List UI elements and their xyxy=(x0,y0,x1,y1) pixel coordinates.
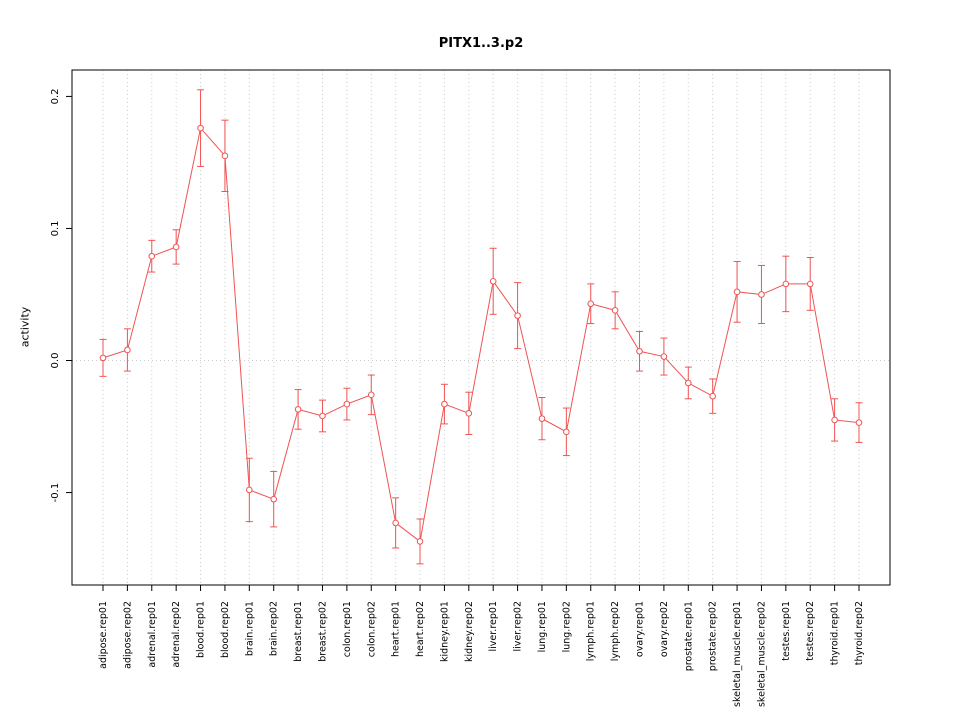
data-point xyxy=(416,538,424,545)
x-tick-label: liver.rep02 xyxy=(513,601,524,651)
x-tick-label: blood.rep02 xyxy=(220,601,231,658)
x-tick-label: breast.rep02 xyxy=(317,601,328,662)
data-point xyxy=(172,243,180,251)
plot-border xyxy=(71,69,891,586)
data-point xyxy=(441,400,448,408)
x-tick-label: adipose.rep02 xyxy=(122,601,133,669)
x-tick-label: lymph.rep01 xyxy=(586,601,597,661)
x-tick-label: ovary.rep02 xyxy=(659,601,670,657)
x-tick-label: colon.rep01 xyxy=(342,601,353,657)
data-point xyxy=(246,486,253,494)
axes: -0.1 0.0 0.1 0.2 adipose.rep01 adipose.rep02 a… xyxy=(50,88,865,707)
x-tick-label: kidney.rep02 xyxy=(464,601,475,662)
y-tick-label: 0.2 xyxy=(50,88,61,104)
x-tick-label: thyroid.rep01 xyxy=(830,601,841,665)
x-tick-label: colon.rep02 xyxy=(366,601,377,657)
x-tick-label: thyroid.rep02 xyxy=(854,601,865,665)
x-tick-label: prostate.rep01 xyxy=(683,601,694,671)
data-point xyxy=(489,277,497,285)
y-tick-label: 0.0 xyxy=(50,353,61,369)
data-point xyxy=(806,280,814,288)
data-point xyxy=(124,346,131,354)
data-point xyxy=(197,124,204,132)
data-point xyxy=(733,288,741,296)
y-tick-label: -0.1 xyxy=(50,483,61,503)
data-point xyxy=(392,519,399,527)
data-point xyxy=(367,391,375,399)
x-tick-label: adrenal.rep02 xyxy=(171,601,182,668)
x-tick-label: lung.rep01 xyxy=(537,601,548,652)
x-tick-label: skeletal_muscle.rep02 xyxy=(756,601,767,707)
x-tick-label: brain.rep01 xyxy=(244,601,255,656)
data-point xyxy=(465,410,473,417)
x-tick-label: adipose.rep01 xyxy=(98,601,109,669)
x-tick-label: prostate.rep02 xyxy=(708,601,719,671)
y-tick-label: 0.1 xyxy=(50,221,61,237)
data-point xyxy=(294,406,302,413)
error-bars xyxy=(99,89,863,565)
data-points xyxy=(99,124,863,545)
x-tick-label: testes.rep01 xyxy=(781,601,792,661)
data-point xyxy=(538,415,546,422)
data-point xyxy=(660,353,668,360)
data-point xyxy=(270,495,278,503)
x-tick-label: adrenal.rep01 xyxy=(147,601,158,668)
x-tick-label: testes.rep02 xyxy=(805,601,816,661)
data-point xyxy=(343,400,351,408)
series-line xyxy=(102,127,860,543)
data-point xyxy=(709,392,716,400)
data-point xyxy=(563,428,570,436)
data-point xyxy=(636,347,643,355)
x-tick-label: kidney.rep01 xyxy=(439,601,450,662)
data-point xyxy=(758,291,765,298)
data-point xyxy=(148,252,156,260)
x-tick-label: heart.rep01 xyxy=(391,601,402,657)
x-tick-label: brain.rep02 xyxy=(269,601,280,656)
x-tick-label: lymph.rep02 xyxy=(610,601,621,661)
data-point xyxy=(221,152,229,160)
x-tick-label: ovary.rep01 xyxy=(635,601,646,657)
grid xyxy=(72,70,890,585)
data-point xyxy=(611,307,619,314)
data-point xyxy=(855,419,863,426)
data-point xyxy=(831,416,838,424)
x-tick-label: lung.rep02 xyxy=(561,601,572,652)
data-point xyxy=(782,280,790,288)
x-tick-label: blood.rep01 xyxy=(196,601,207,658)
data-point xyxy=(319,412,326,420)
chart-title: PITX1..3.p2 xyxy=(438,36,524,51)
data-point xyxy=(587,300,595,308)
data-point xyxy=(514,312,521,319)
x-tick-label: heart.rep02 xyxy=(415,601,426,657)
x-tick-label: liver.rep01 xyxy=(488,601,499,651)
data-point xyxy=(99,354,107,362)
x-tick-label: breast.rep01 xyxy=(293,601,304,662)
x-tick-label: skeletal_muscle.rep01 xyxy=(732,601,743,707)
data-point xyxy=(684,379,692,387)
